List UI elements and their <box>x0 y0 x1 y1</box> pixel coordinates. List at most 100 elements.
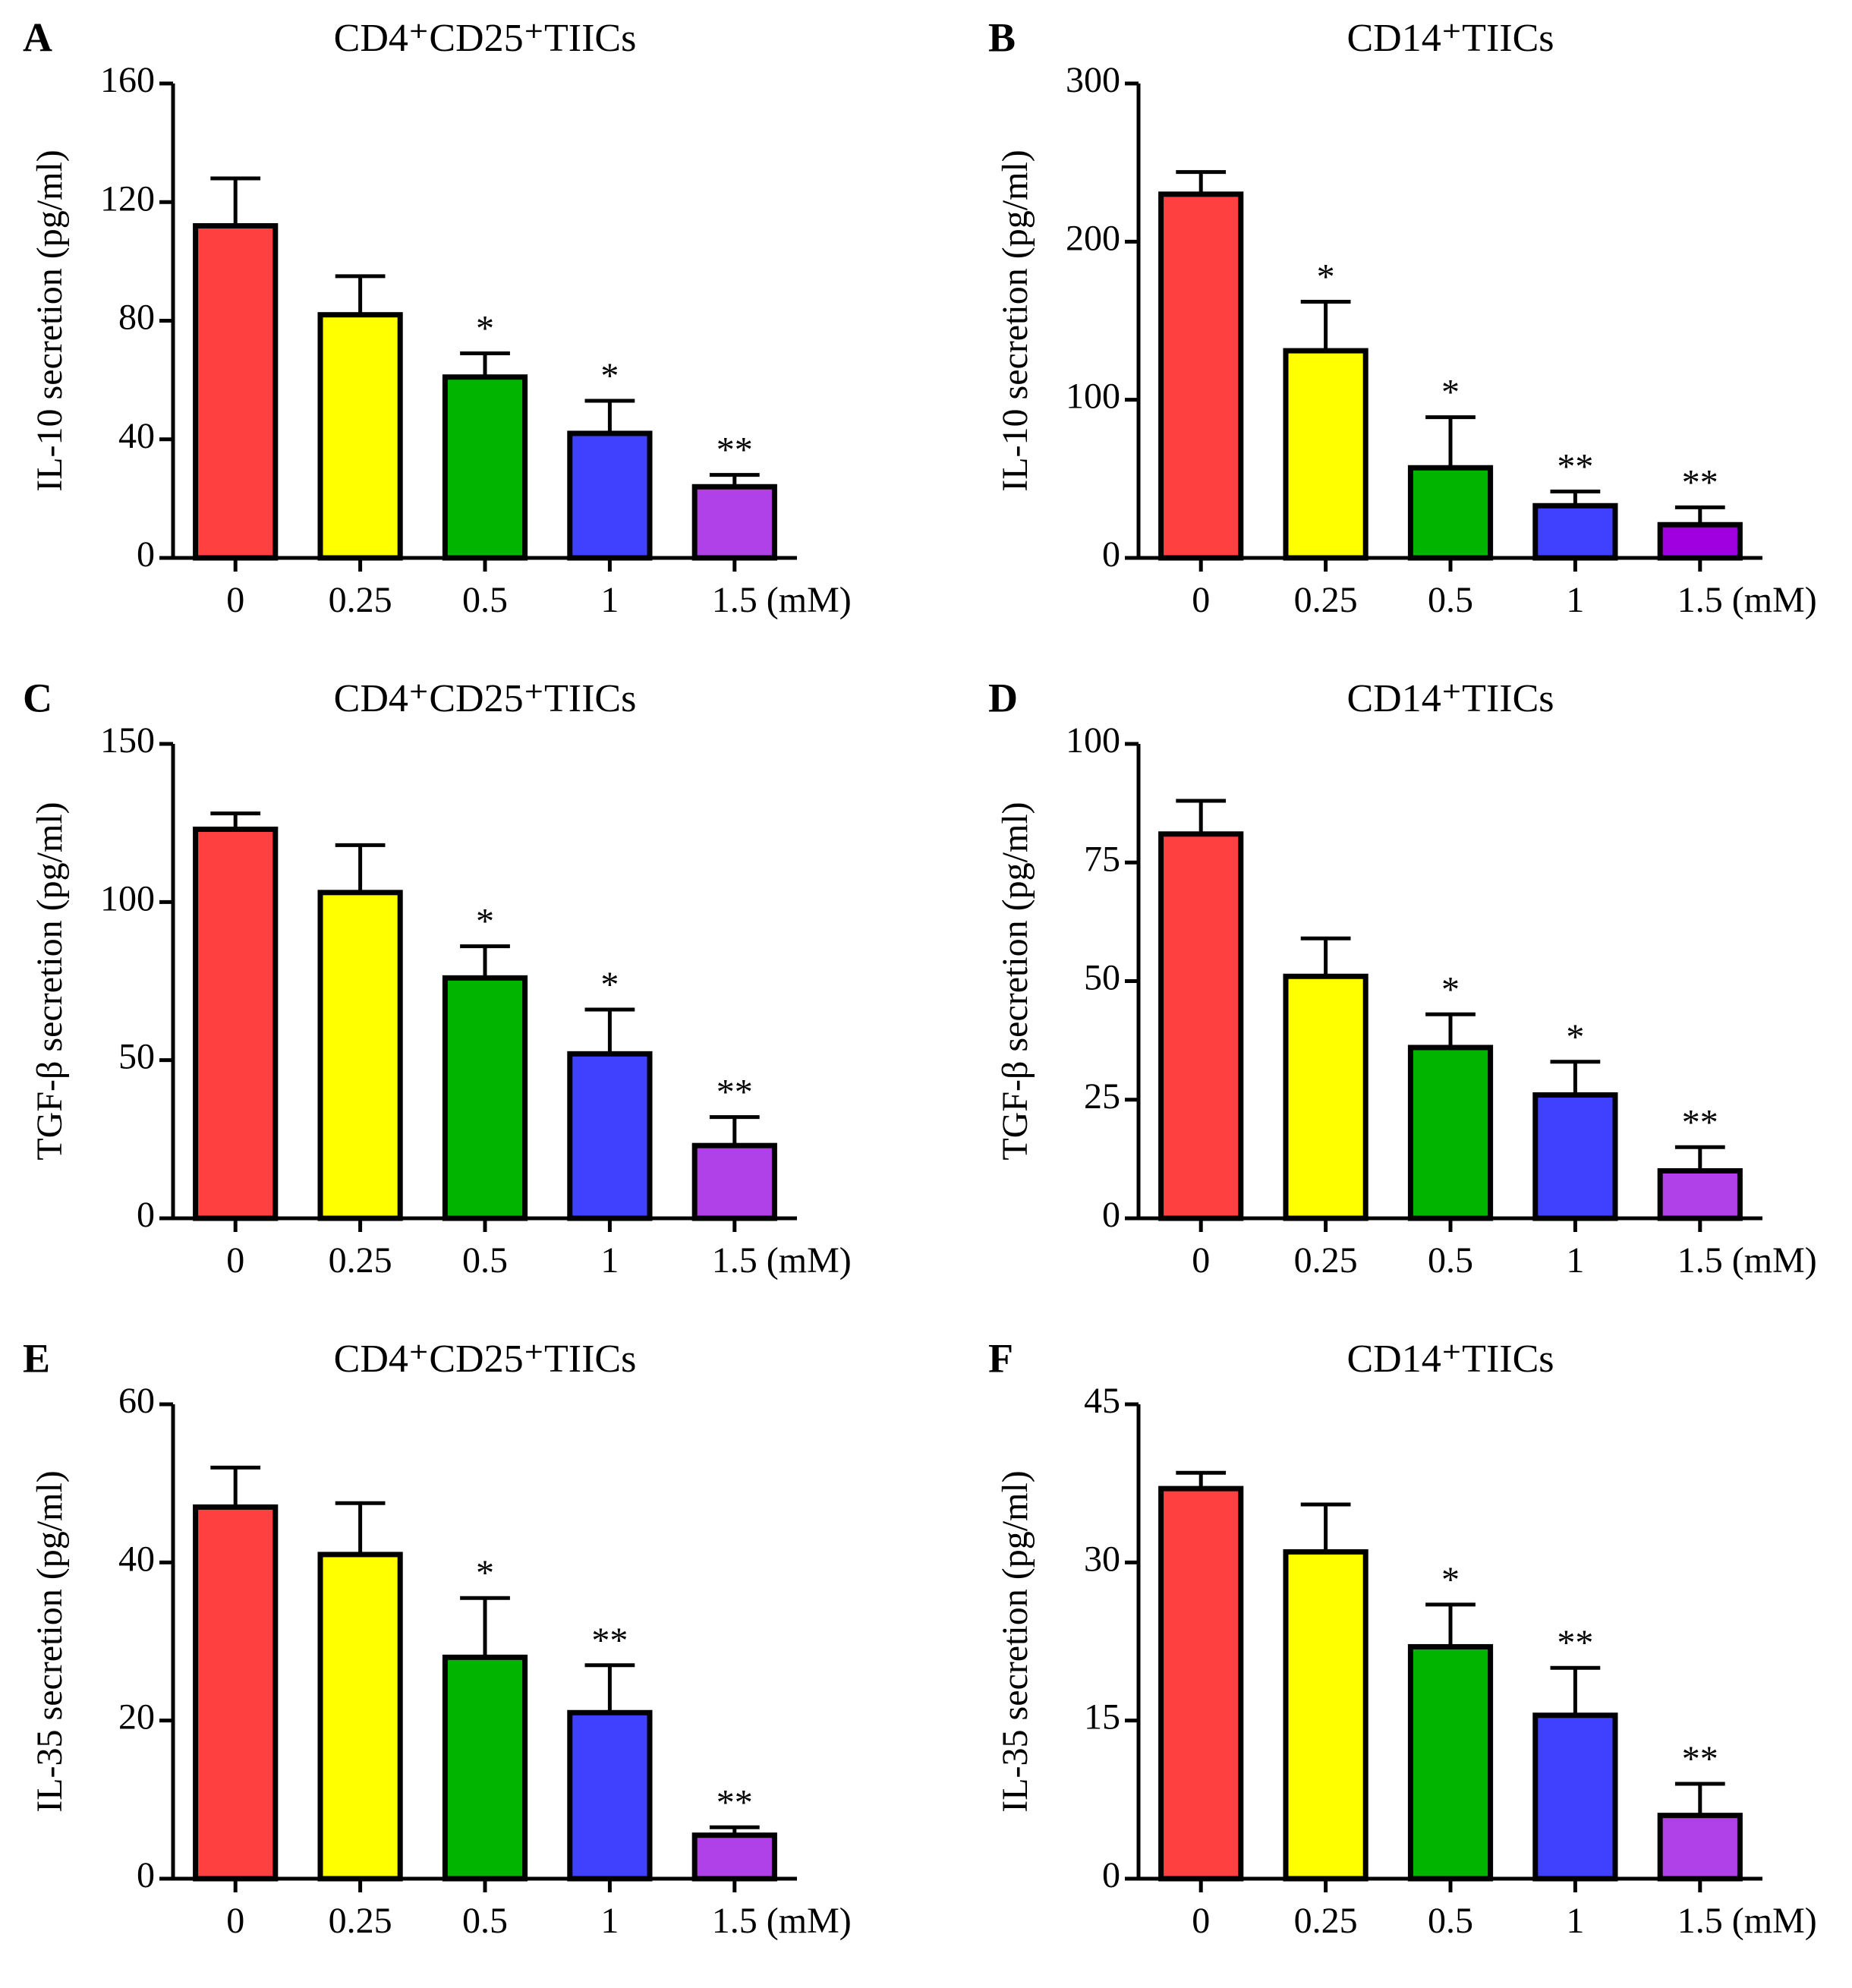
y-axis-label: TGF-β secretion (pg/ml) <box>30 802 70 1160</box>
bar <box>691 484 777 561</box>
y-tick-label: 120 <box>100 178 155 219</box>
x-tick-label: 1.5 <box>1677 1901 1723 1941</box>
x-tick-label: 0.5 <box>1428 1240 1473 1281</box>
x-tick-label: 0.5 <box>1428 580 1473 620</box>
y-tick-label: 0 <box>1102 534 1120 575</box>
panel-letter: D <box>988 675 1018 720</box>
y-tick-label: 40 <box>118 416 155 456</box>
bar <box>1657 1813 1743 1882</box>
significance-label: * <box>1441 969 1460 1010</box>
significance-label: ** <box>1682 1102 1718 1142</box>
y-tick-label: 0 <box>137 534 155 575</box>
panel: B CD14⁺TIICs IL-10 secretion (pg/ml) 0 100 20… <box>988 14 1817 620</box>
panel: F CD14⁺TIICs IL-35 secretion (pg/ml) 0 15 30 4… <box>988 1335 1817 1941</box>
significance-label: ** <box>1557 447 1593 487</box>
bar <box>442 975 528 1221</box>
x-tick-label: 0.25 <box>1294 1240 1358 1281</box>
significance-label: * <box>1317 257 1335 298</box>
panel: C CD4⁺CD25⁺TIICs TGF-β secretion (pg/ml) 0 5… <box>23 675 852 1281</box>
y-tick-label: 160 <box>100 60 155 100</box>
significance-label: * <box>1441 1560 1460 1600</box>
y-tick-label: 200 <box>1066 218 1120 258</box>
x-tick-label: 1 <box>1566 1901 1584 1941</box>
significance-label: * <box>1566 1017 1584 1057</box>
y-axis-label: IL-10 secretion (pg/ml) <box>995 150 1035 492</box>
x-tick-label: 0 <box>226 1240 244 1281</box>
x-tick-label: 0 <box>1192 1901 1210 1941</box>
panel-letter: B <box>988 14 1016 60</box>
x-tick-label: 1 <box>600 1240 619 1281</box>
significance-label: ** <box>1682 1739 1718 1779</box>
y-tick-label: 25 <box>1084 1076 1120 1117</box>
x-tick-label: 0 <box>226 580 244 620</box>
y-tick-label: 150 <box>100 720 155 761</box>
y-tick-label: 30 <box>1084 1539 1120 1579</box>
chart-title: CD14⁺TIICs <box>1347 1337 1554 1381</box>
x-tick-label: 0 <box>226 1901 244 1941</box>
y-axis-label: IL-10 secretion (pg/ml) <box>30 150 70 492</box>
bar <box>567 1709 653 1882</box>
chart-title: CD14⁺TIICs <box>1347 677 1554 720</box>
significance-label: ** <box>717 430 753 471</box>
y-tick-label: 100 <box>1066 376 1120 417</box>
x-tick-label: 0.25 <box>329 580 392 620</box>
x-axis-unit: (mM) <box>1732 580 1817 620</box>
chart-title: CD4⁺CD25⁺TIICs <box>334 677 637 720</box>
bar <box>442 374 528 561</box>
x-tick-label: 1.5 <box>1677 1240 1723 1281</box>
y-tick-label: 45 <box>1084 1381 1120 1421</box>
significance-label: * <box>600 356 619 396</box>
significance-label: * <box>1441 373 1460 413</box>
y-tick-label: 100 <box>1066 720 1120 761</box>
x-axis-unit: (mM) <box>1732 1901 1817 1941</box>
x-tick-label: 1 <box>600 1901 619 1941</box>
bar <box>317 312 403 561</box>
panel: D CD14⁺TIICs TGF-β secretion (pg/ml) 0 25 50 7… <box>988 675 1817 1281</box>
bar <box>691 1142 777 1221</box>
x-tick-label: 0.25 <box>329 1901 392 1941</box>
y-tick-label: 15 <box>1084 1697 1120 1738</box>
x-axis-unit: (mM) <box>1732 1240 1817 1281</box>
chart-title: CD14⁺TIICs <box>1347 17 1554 60</box>
bar <box>1407 1044 1494 1221</box>
bar <box>193 223 279 561</box>
bar <box>1407 1643 1494 1882</box>
bar <box>1532 503 1618 561</box>
significance-label: ** <box>591 1621 628 1661</box>
bar <box>442 1654 528 1882</box>
y-tick-label: 80 <box>118 298 155 338</box>
x-tick-label: 0.25 <box>329 1240 392 1281</box>
x-tick-label: 1 <box>600 580 619 620</box>
bar <box>1407 465 1494 561</box>
x-tick-label: 0.5 <box>1428 1901 1473 1941</box>
panel-letter: E <box>23 1335 50 1381</box>
bar <box>1657 1168 1743 1221</box>
bar <box>1158 831 1244 1221</box>
bar <box>1158 1485 1244 1882</box>
y-tick-label: 0 <box>1102 1855 1120 1895</box>
y-axis-label: TGF-β secretion (pg/ml) <box>995 802 1035 1160</box>
y-tick-label: 50 <box>1084 958 1120 998</box>
x-tick-label: 1.5 <box>1677 580 1723 620</box>
x-tick-label: 0.25 <box>1294 580 1358 620</box>
bar <box>567 1051 653 1221</box>
panel-letter: F <box>988 1335 1013 1381</box>
bar <box>1532 1092 1618 1221</box>
significance-label: * <box>476 308 494 348</box>
x-tick-label: 0.5 <box>462 1901 508 1941</box>
chart-title: CD4⁺CD25⁺TIICs <box>334 1337 637 1381</box>
y-tick-label: 0 <box>137 1855 155 1895</box>
significance-label: * <box>600 965 619 1005</box>
x-axis-unit: (mM) <box>767 1901 852 1941</box>
bar <box>1283 973 1369 1221</box>
panel: E CD4⁺CD25⁺TIICs IL-35 secretion (pg/ml) 0 2… <box>23 1335 852 1941</box>
x-tick-label: 0.5 <box>462 1240 508 1281</box>
y-tick-label: 75 <box>1084 839 1120 879</box>
y-tick-label: 60 <box>118 1381 155 1421</box>
bar <box>1158 191 1244 561</box>
x-tick-label: 0.25 <box>1294 1901 1358 1941</box>
x-axis-unit: (mM) <box>767 1240 852 1281</box>
x-tick-label: 1.5 <box>712 580 757 620</box>
bar <box>691 1832 777 1882</box>
chart-title: CD4⁺CD25⁺TIICs <box>334 17 637 60</box>
